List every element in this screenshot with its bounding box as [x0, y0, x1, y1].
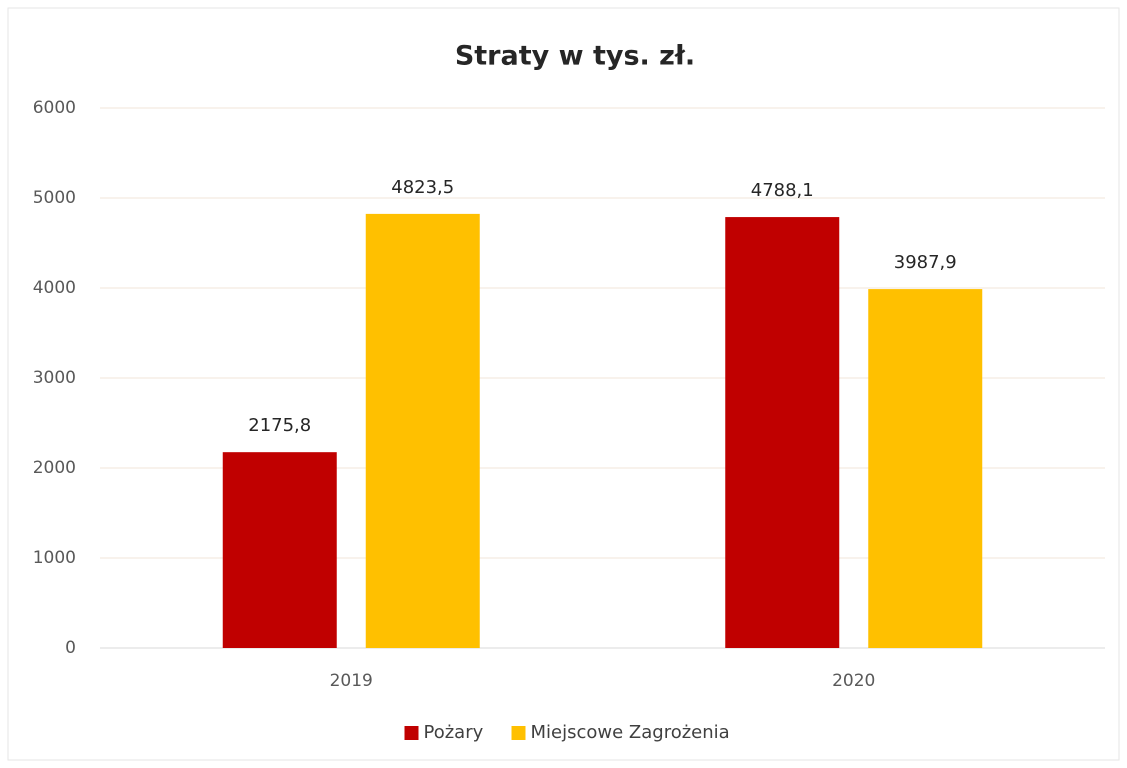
data-label: 4823,5 — [391, 177, 454, 198]
legend-swatch — [511, 726, 526, 740]
y-tick-label: 4000 — [33, 278, 76, 298]
y-tick-label: 5000 — [33, 188, 76, 208]
legend-label: Pożary — [424, 722, 484, 743]
y-tick-label: 6000 — [33, 98, 76, 118]
data-label: 2175,8 — [248, 415, 311, 436]
y-tick-label: 3000 — [33, 368, 76, 388]
y-tick-label: 0 — [65, 638, 76, 658]
x-tick-label: 2020 — [832, 671, 875, 691]
bar — [222, 452, 337, 648]
x-tick-label: 2019 — [330, 671, 373, 691]
bar — [725, 217, 840, 649]
data-label: 3987,9 — [894, 252, 957, 273]
y-tick-label: 2000 — [33, 458, 76, 478]
legend-label: Miejscowe Zagrożenia — [531, 722, 730, 743]
bar — [868, 289, 983, 648]
chart-title: Straty w tys. zł. — [455, 41, 695, 72]
legend-swatch — [404, 726, 419, 740]
data-label: 4788,1 — [751, 180, 814, 201]
bar — [365, 213, 480, 648]
y-tick-label: 1000 — [33, 548, 76, 568]
